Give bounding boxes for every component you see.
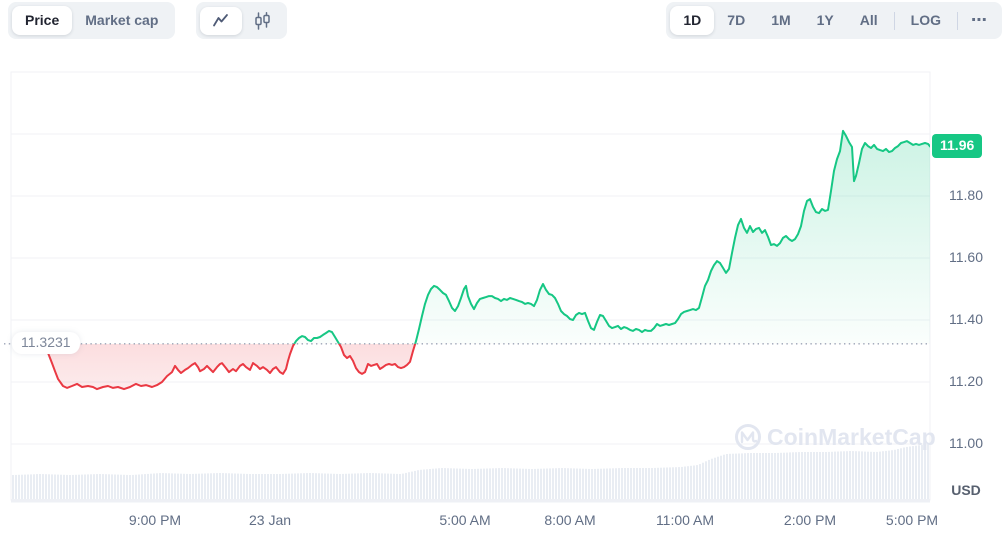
range-1d-button[interactable]: 1D bbox=[670, 6, 715, 35]
candlestick-chart-button[interactable] bbox=[242, 6, 283, 36]
candlestick-icon bbox=[254, 11, 271, 30]
y-axis-label: 11.60 bbox=[949, 249, 983, 265]
line-chart-icon bbox=[212, 13, 230, 29]
area-fill-down bbox=[45, 343, 416, 390]
market-cap-tab[interactable]: Market cap bbox=[72, 6, 171, 35]
price-line-up bbox=[44, 129, 930, 344]
x-axis-label: 23 Jan bbox=[248, 512, 292, 528]
watermark-text: CoinMarketCap bbox=[767, 424, 936, 450]
price-chart-canvas[interactable]: CoinMarketCap bbox=[0, 42, 1006, 540]
chart-bottom-edge bbox=[11, 499, 930, 503]
range-toggle: 1D 7D 1M 1Y All LOG ⋯ bbox=[666, 2, 1002, 39]
watermark: CoinMarketCap bbox=[735, 424, 936, 450]
baseline-value-label: 11.3231 bbox=[12, 332, 80, 355]
toolbar-divider bbox=[957, 11, 958, 30]
volume-bars bbox=[12, 444, 929, 500]
line-chart-button[interactable] bbox=[200, 6, 242, 35]
y-axis-label: 11.00 bbox=[949, 435, 983, 451]
x-axis-label: 5:00 PM bbox=[885, 512, 939, 528]
log-scale-button[interactable]: LOG bbox=[898, 6, 954, 35]
range-all-button[interactable]: All bbox=[847, 6, 891, 35]
metric-toggle: Price Market cap bbox=[8, 2, 176, 39]
current-price-badge: 11.96 bbox=[932, 134, 983, 159]
y-axis-label: 11.20 bbox=[949, 373, 983, 389]
x-axis-label: 5:00 AM bbox=[439, 512, 491, 528]
area-fill-up bbox=[45, 130, 930, 344]
currency-unit-label: USD bbox=[951, 482, 981, 498]
toolbar-divider bbox=[893, 11, 895, 30]
y-axis-label: 11.80 bbox=[949, 187, 983, 203]
chart-toolbar: Price Market cap bbox=[0, 0, 1006, 42]
more-options-button[interactable]: ⋯ bbox=[961, 6, 998, 35]
x-axis-label: 11:00 AM bbox=[655, 512, 715, 528]
x-axis-label: 8:00 AM bbox=[544, 512, 596, 528]
price-tab[interactable]: Price bbox=[12, 6, 73, 35]
price-line-down bbox=[44, 343, 417, 391]
range-1m-button[interactable]: 1M bbox=[758, 6, 803, 35]
range-1y-button[interactable]: 1Y bbox=[804, 6, 847, 35]
range-7d-button[interactable]: 7D bbox=[714, 6, 758, 35]
chart-area: CoinMarketCap 11.80 11.60 11.40 11.20 11.00 9… bbox=[0, 42, 1006, 540]
chart-type-toggle bbox=[196, 2, 287, 39]
y-axis-label: 11.40 bbox=[949, 311, 983, 327]
x-axis-label: 9:00 PM bbox=[128, 512, 182, 528]
x-axis-label: 2:00 PM bbox=[783, 512, 837, 528]
